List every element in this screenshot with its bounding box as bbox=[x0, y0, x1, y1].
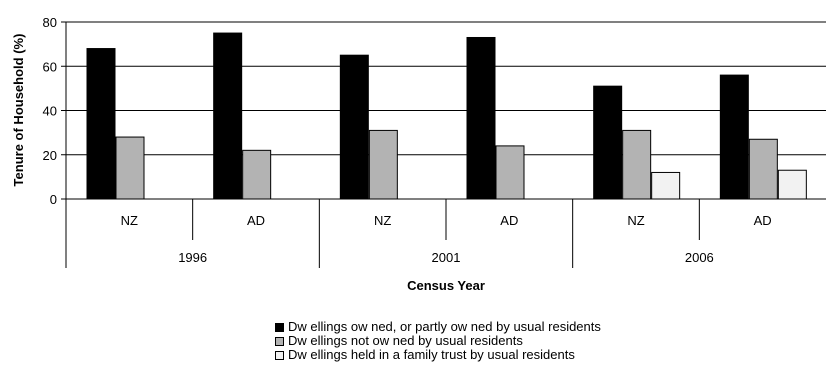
bar bbox=[368, 129, 398, 200]
bar bbox=[719, 74, 749, 200]
bar bbox=[213, 32, 243, 200]
category-label: NZ bbox=[121, 213, 138, 228]
y-tick-label: 80 bbox=[43, 15, 57, 30]
axis-labels: Tenure of Household (%) Census Year 0 20 4… bbox=[11, 15, 772, 293]
legend-item-owned: Dw ellings ow ned, or partly ow ned by u… bbox=[275, 320, 601, 334]
tenure-bar-chart: Tenure of Household (%) Census Year 0 20 4… bbox=[11, 15, 826, 293]
bar bbox=[86, 48, 116, 200]
bar bbox=[115, 136, 145, 200]
gridlines bbox=[66, 21, 826, 156]
category-label: AD bbox=[754, 213, 772, 228]
bar bbox=[651, 171, 681, 200]
y-tick-label: 0 bbox=[50, 192, 57, 207]
bar bbox=[466, 36, 496, 200]
legend-swatch-owned bbox=[275, 322, 284, 332]
group-label: 1996 bbox=[178, 250, 207, 265]
category-label: AD bbox=[500, 213, 518, 228]
legend-label-not-owned: Dw ellings not ow ned by usual residents bbox=[288, 333, 523, 348]
y-axis-label: Tenure of Household (%) bbox=[11, 34, 26, 187]
y-tick-label: 20 bbox=[43, 148, 57, 163]
category-label: NZ bbox=[627, 213, 644, 228]
group-label: 2006 bbox=[685, 250, 714, 265]
bar bbox=[593, 85, 623, 200]
legend: Dw ellings ow ned, or partly ow ned by u… bbox=[275, 320, 601, 362]
legend-swatch-family-trust bbox=[275, 350, 284, 360]
legend-label-family-trust: Dw ellings held in a family trust by usu… bbox=[288, 347, 575, 362]
x-axis-label: Census Year bbox=[407, 278, 485, 293]
bars bbox=[86, 32, 807, 200]
category-label: NZ bbox=[374, 213, 391, 228]
bar bbox=[495, 145, 525, 200]
category-label: AD bbox=[247, 213, 265, 228]
legend-item-not-owned: Dw ellings not ow ned by usual residents bbox=[275, 334, 601, 348]
bar bbox=[748, 138, 778, 200]
bar bbox=[339, 54, 369, 200]
bar bbox=[242, 149, 272, 200]
axes bbox=[61, 21, 826, 268]
legend-label-owned: Dw ellings ow ned, or partly ow ned by u… bbox=[288, 319, 601, 334]
y-tick-label: 60 bbox=[43, 59, 57, 74]
legend-item-family-trust: Dw ellings held in a family trust by usu… bbox=[275, 348, 601, 362]
y-tick-label: 40 bbox=[43, 104, 57, 119]
legend-swatch-not-owned bbox=[275, 336, 284, 346]
bar bbox=[622, 129, 652, 200]
bar bbox=[777, 169, 807, 200]
group-label: 2001 bbox=[432, 250, 461, 265]
